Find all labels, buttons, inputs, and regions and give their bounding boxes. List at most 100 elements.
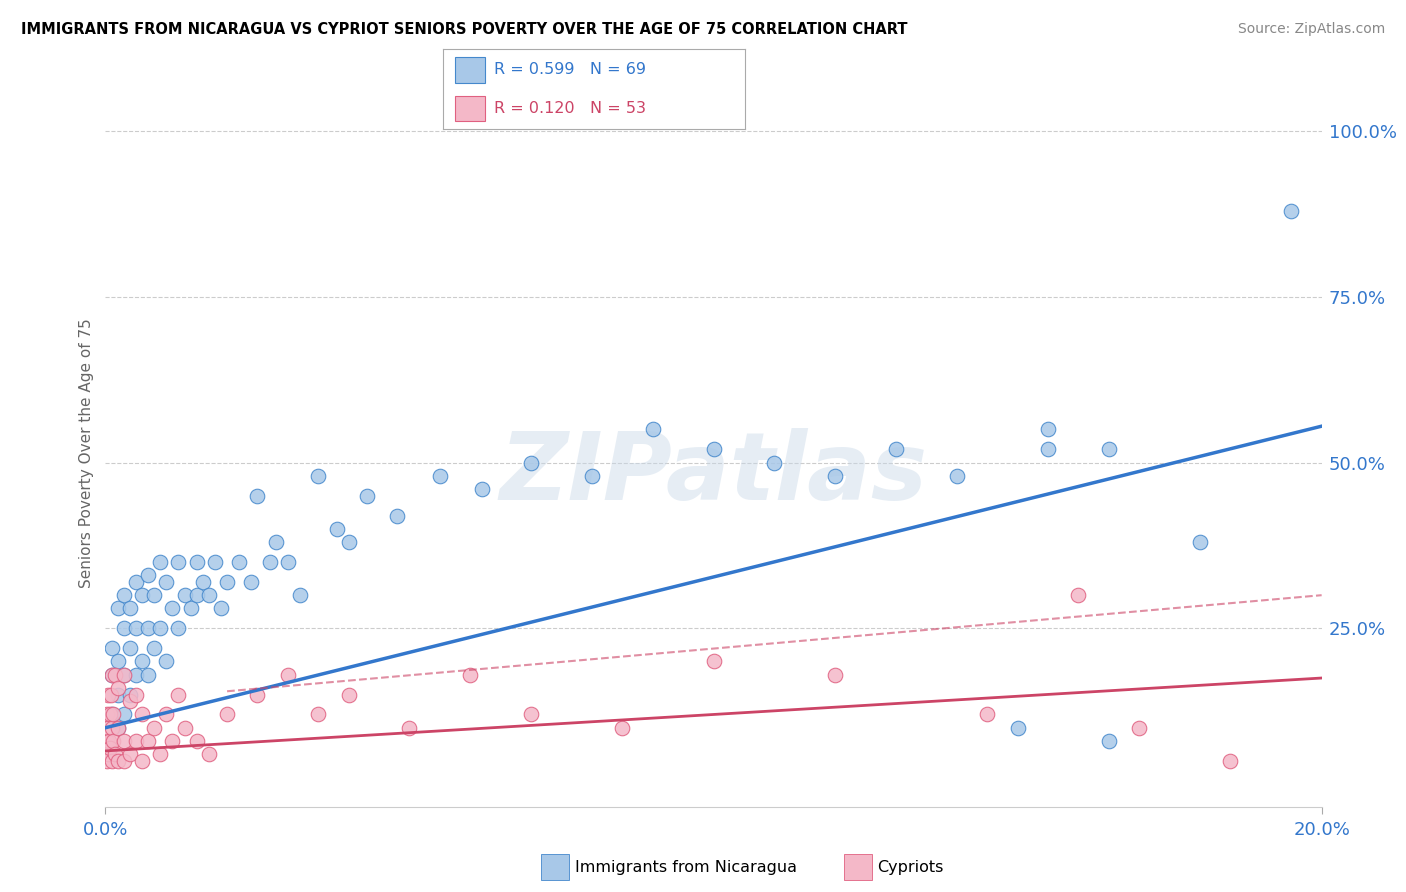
Point xyxy=(100,688,122,702)
Point xyxy=(118,601,141,615)
Point xyxy=(125,667,148,681)
Point xyxy=(824,469,846,483)
Bar xyxy=(456,95,485,121)
Point xyxy=(1128,721,1150,735)
Point xyxy=(96,707,118,722)
Point xyxy=(264,535,287,549)
Point xyxy=(98,734,121,748)
Point xyxy=(131,588,153,602)
Point xyxy=(143,641,166,656)
Point xyxy=(97,747,120,762)
Point xyxy=(100,707,122,722)
Point xyxy=(136,621,159,635)
Point xyxy=(325,522,347,536)
Point xyxy=(131,707,153,722)
Point xyxy=(702,655,725,669)
Point xyxy=(1098,442,1121,457)
Point xyxy=(118,694,141,708)
Point xyxy=(149,747,172,762)
Point xyxy=(1067,588,1090,602)
Point xyxy=(107,655,129,669)
Point xyxy=(97,721,120,735)
Point xyxy=(136,734,159,748)
Text: R = 0.120   N = 53: R = 0.120 N = 53 xyxy=(495,101,647,116)
Point xyxy=(155,707,177,722)
Point xyxy=(131,655,153,669)
Point xyxy=(96,754,118,768)
Point xyxy=(1036,442,1059,457)
Point xyxy=(277,667,299,681)
Point xyxy=(149,621,172,635)
Point xyxy=(186,588,208,602)
Point xyxy=(167,688,190,702)
Point xyxy=(143,588,166,602)
Point xyxy=(277,555,299,569)
Point xyxy=(125,621,148,635)
Point xyxy=(136,568,159,582)
Text: IMMIGRANTS FROM NICARAGUA VS CYPRIOT SENIORS POVERTY OVER THE AGE OF 75 CORRELAT: IMMIGRANTS FROM NICARAGUA VS CYPRIOT SEN… xyxy=(21,22,908,37)
Point xyxy=(471,482,494,496)
Point xyxy=(259,555,281,569)
Point xyxy=(246,688,269,702)
Point xyxy=(100,667,122,681)
Point xyxy=(143,721,166,735)
Point xyxy=(167,555,190,569)
Point xyxy=(155,574,177,589)
Point xyxy=(520,707,543,722)
Point xyxy=(228,555,250,569)
Point xyxy=(945,469,967,483)
Point xyxy=(100,667,122,681)
Point xyxy=(112,754,135,768)
Point xyxy=(763,456,786,470)
Point xyxy=(204,555,226,569)
Point xyxy=(337,688,360,702)
Point xyxy=(1219,754,1241,768)
Point xyxy=(125,574,148,589)
Point xyxy=(97,688,120,702)
Text: Source: ZipAtlas.com: Source: ZipAtlas.com xyxy=(1237,22,1385,37)
Point xyxy=(240,574,263,589)
Point xyxy=(180,601,202,615)
Point xyxy=(149,555,172,569)
Point xyxy=(112,588,135,602)
Text: R = 0.599   N = 69: R = 0.599 N = 69 xyxy=(495,62,647,78)
Point xyxy=(307,707,329,722)
Point xyxy=(641,422,664,436)
Point xyxy=(103,707,125,722)
Point xyxy=(581,469,603,483)
Point xyxy=(107,601,129,615)
Point xyxy=(118,688,141,702)
Point xyxy=(307,469,329,483)
Point xyxy=(107,681,129,695)
Text: Cypriots: Cypriots xyxy=(877,860,943,874)
Point xyxy=(191,574,214,589)
Point xyxy=(98,707,121,722)
Point xyxy=(125,734,148,748)
Bar xyxy=(456,57,485,83)
Point xyxy=(288,588,311,602)
Point xyxy=(217,707,239,722)
Point xyxy=(107,721,129,735)
Point xyxy=(186,555,208,569)
Point xyxy=(101,734,124,748)
Point xyxy=(100,721,122,735)
Point xyxy=(107,721,129,735)
Point xyxy=(1188,535,1211,549)
Point xyxy=(612,721,634,735)
Point xyxy=(173,588,195,602)
Point xyxy=(118,641,141,656)
Point xyxy=(173,721,195,735)
Point xyxy=(246,489,269,503)
Point xyxy=(107,754,129,768)
Point xyxy=(162,601,184,615)
Point xyxy=(429,469,451,483)
Point xyxy=(107,688,129,702)
Point xyxy=(162,734,184,748)
Point xyxy=(100,754,122,768)
Point xyxy=(702,442,725,457)
Text: ZIPatlas: ZIPatlas xyxy=(499,428,928,520)
Point xyxy=(112,667,135,681)
Point xyxy=(98,740,121,755)
Point xyxy=(103,747,125,762)
Point xyxy=(976,707,998,722)
